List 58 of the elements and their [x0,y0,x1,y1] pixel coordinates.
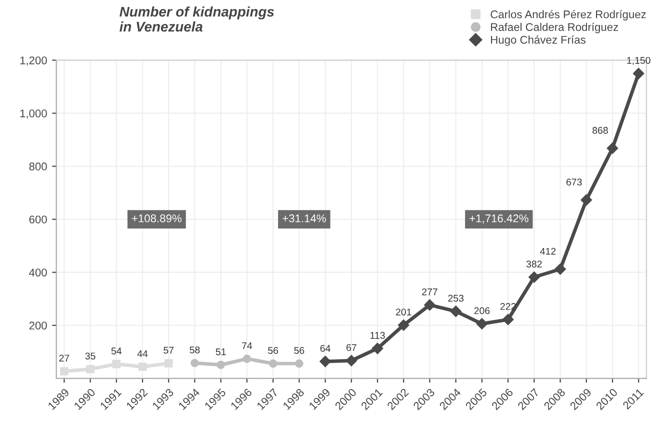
text: 67 [346,344,356,352]
point [476,318,488,330]
point [424,299,436,311]
y-tick-label: 1,200 [20,56,47,66]
y-tick-label: 1,000 [20,110,47,119]
point [580,194,592,206]
point [242,354,252,363]
text: 673 [566,178,582,186]
text: 56 [268,347,278,354]
text: 56 [294,347,304,354]
text: 201 [396,308,412,316]
y-tick-label: 200 [29,322,47,330]
point [632,68,644,80]
text: 113 [370,332,385,339]
legend-label: Rafael Caldera Rodríguez [491,22,618,34]
text: 253 [448,294,464,302]
point [216,360,226,370]
point [320,356,331,368]
y-tick-label: 400 [29,268,47,276]
point [268,359,278,368]
text: 54 [111,348,122,354]
y-tick-label: 800 [29,162,47,170]
legend-label: Hugo Chávez Frías [491,35,586,46]
text: 74 [242,342,252,350]
point [346,355,357,366]
point [450,306,462,317]
point [112,360,121,368]
annotation: +108.89% [132,214,182,222]
text: 277 [422,288,438,296]
point [398,319,410,331]
legend-label: Carlos Andrés Pérez Rodríguez [490,10,646,20]
point [295,359,304,368]
text: 64 [320,344,330,352]
text: 51 [216,348,226,356]
text: 35 [85,352,96,360]
point [372,342,384,354]
text: 206 [474,307,490,314]
text: 868 [592,126,608,134]
annotation: +31.14% [282,214,326,222]
text: 1,150 [627,56,650,65]
text: 58 [190,346,200,354]
point [554,264,566,275]
point [86,364,94,374]
point [60,367,68,376]
text: 27 [59,354,70,362]
point [528,272,540,283]
text: 44 [137,350,148,358]
point [164,359,173,368]
text: 57 [164,346,174,354]
chart-title: Number of kidnappings in Venezuela [120,6,274,32]
point [606,142,618,154]
point [190,358,199,368]
y-tick-label: 600 [29,216,47,224]
text: 412 [540,248,556,255]
annotation: +1,716.42% [470,214,528,224]
text: 382 [526,260,542,268]
point [138,362,147,371]
point [502,314,514,326]
